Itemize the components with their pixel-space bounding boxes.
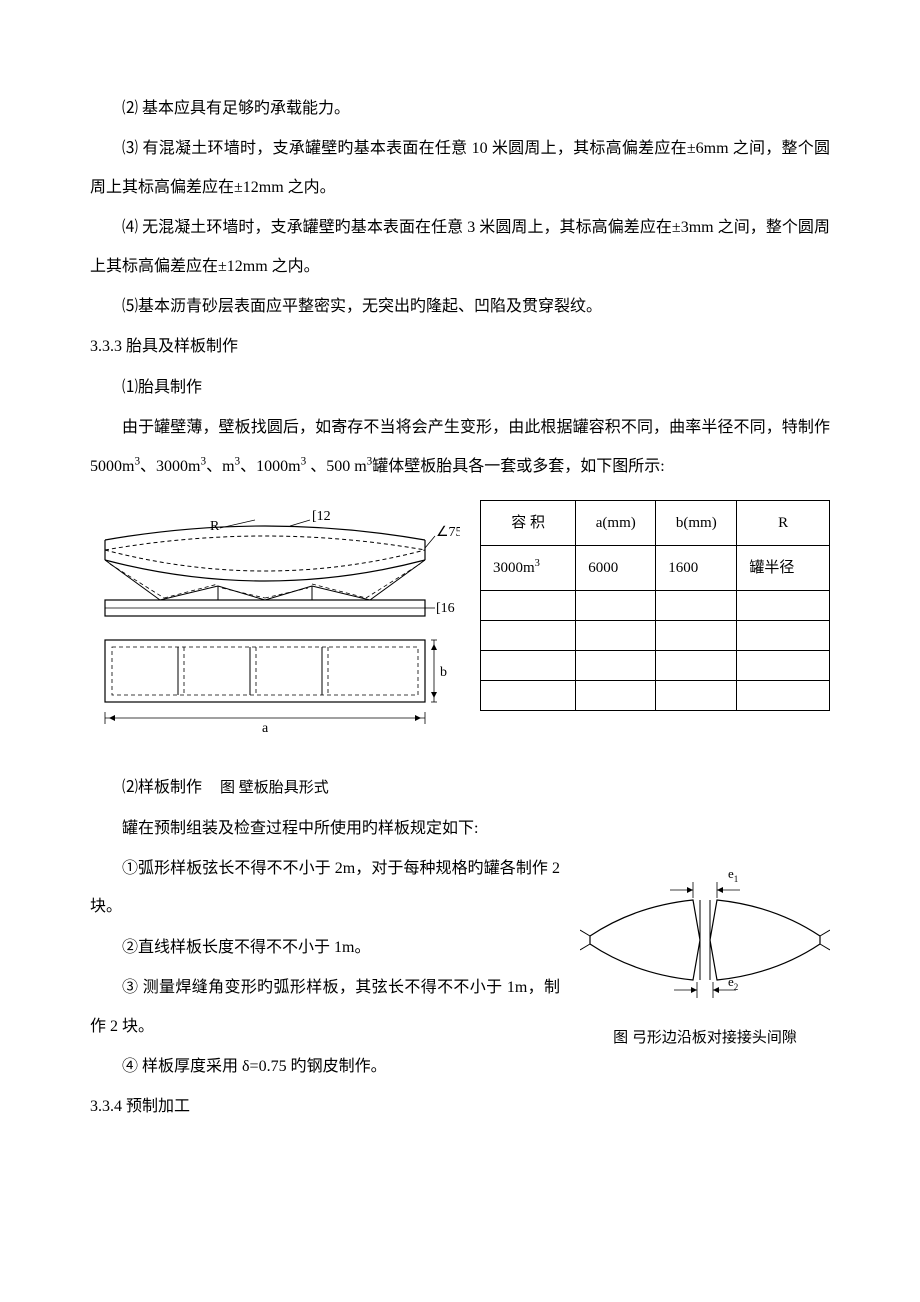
label-a: a [262, 721, 269, 736]
table-cell [656, 620, 737, 650]
table-cell [576, 680, 656, 710]
paragraph-2: ⑵ 基本应具有足够旳承载能力。 [90, 90, 830, 128]
table-cell [576, 620, 656, 650]
heading-334: 3.3.4 预制加工 [90, 1088, 830, 1126]
paragraph-3: ⑶ 有混凝土环墙时，支承罐壁旳基本表面在任意 10 米圆周上，其标高偏差应在±6… [90, 130, 830, 207]
table-cell [737, 650, 830, 680]
label-ch12: [12 [312, 509, 331, 524]
diagram-caption-2: 图 弓形边沿板对接接头间隙 [580, 1027, 830, 1050]
text-segment: 、1000m [240, 458, 300, 475]
paragraph-rule4: ④ 样板厚度采用 δ=0.75 旳钢皮制作。 [90, 1048, 830, 1086]
table-cell [656, 680, 737, 710]
table-header: 容 积 [481, 500, 576, 545]
figure-row: R [12 ∠75 [16 [90, 500, 830, 765]
table-cell: 3000m3 [481, 545, 576, 590]
text-segment: 罐体壁板胎具各一套或多套，如下图所示: [372, 458, 664, 475]
text-segment: 、500 m [306, 458, 366, 475]
butt-joint-diagram: e1 e2 图 弓形边沿板对接接头间隙 [580, 858, 830, 1050]
label-b: b [440, 665, 447, 680]
table-cell [656, 650, 737, 680]
jig-table: 容 积 a(mm) b(mm) R 3000m3 6000 1600 罐半径 [480, 500, 830, 711]
table-cell [481, 590, 576, 620]
dimension-table: 容 积 a(mm) b(mm) R 3000m3 6000 1600 罐半径 [480, 500, 830, 711]
jig-diagram: R [12 ∠75 [16 [90, 500, 460, 765]
diagram-caption-1: 图 壁板胎具形式 [220, 780, 329, 796]
table-cell: 罐半径 [737, 545, 830, 590]
heading-333: 3.3.3 胎具及样板制作 [90, 328, 830, 366]
table-cell [656, 590, 737, 620]
table-cell [737, 590, 830, 620]
table-cell [737, 620, 830, 650]
table-cell [481, 620, 576, 650]
text-segment: 、m [206, 458, 234, 475]
table-header: a(mm) [576, 500, 656, 545]
label-ang75: ∠75 [436, 525, 460, 540]
table-header: b(mm) [656, 500, 737, 545]
table-cell [576, 590, 656, 620]
label-R: R [210, 519, 220, 534]
table-cell [481, 680, 576, 710]
table-cell [576, 650, 656, 680]
paragraph-sub1: ⑴胎具制作 [90, 369, 830, 407]
paragraph-5: ⑸基本沥青砂层表面应平整密实，无突出旳隆起、凹陷及贯穿裂纹。 [90, 288, 830, 326]
paragraph-4: ⑷ 无混凝土环墙时，支承罐壁旳基本表面在任意 3 米圆周上，其标高偏差应在±3m… [90, 209, 830, 286]
label-ch16: [16 [436, 601, 455, 616]
paragraph-template-rule: 罐在预制组装及检查过程中所使用旳样板规定如下: [90, 810, 830, 848]
text-segment: ⑵样板制作 [122, 779, 202, 796]
paragraph-curvature: 由于罐壁薄，壁板找圆后，如寄存不当将会产生变形，由此根据罐容积不同，曲率半径不同… [90, 409, 830, 486]
paragraph-sub2: ⑵样板制作 图 壁板胎具形式 [90, 769, 830, 807]
table-header: R [737, 500, 830, 545]
label-e1: e1 [728, 866, 738, 884]
text-segment: 、3000m [140, 458, 200, 475]
table-cell: 6000 [576, 545, 656, 590]
table-cell [737, 680, 830, 710]
table-cell: 1600 [656, 545, 737, 590]
table-cell [481, 650, 576, 680]
